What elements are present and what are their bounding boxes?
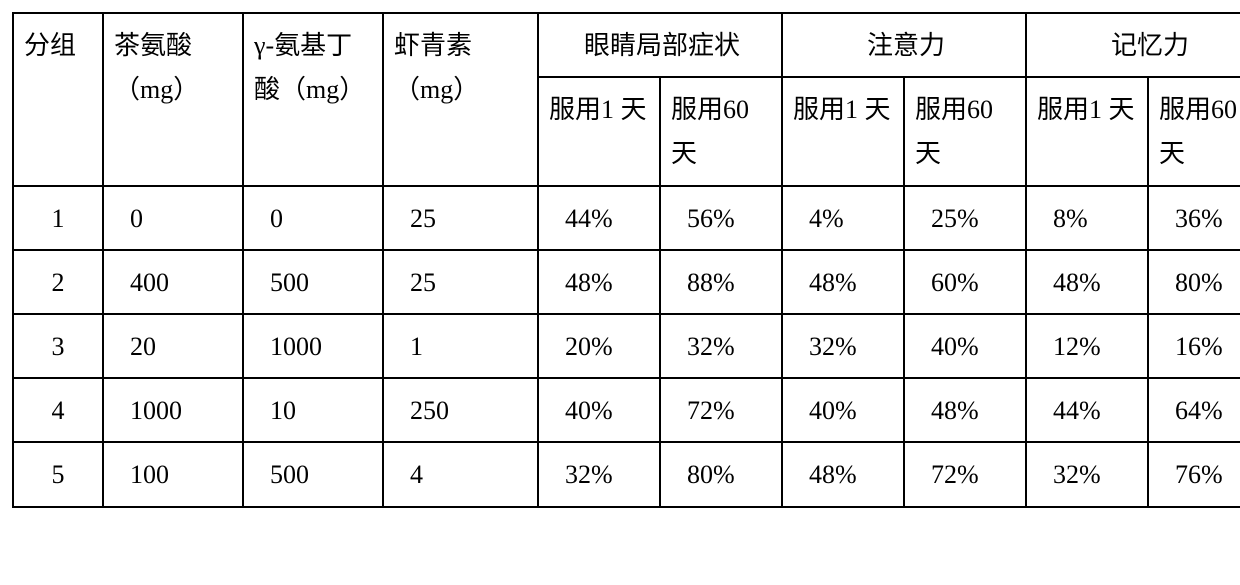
cell-group: 1 [13,186,103,250]
cell-att-day60: 48% [904,378,1026,442]
cell-theanine: 1000 [103,378,243,442]
table-body: 1002544%56%4%25%8%36%24005002548%88%48%6… [13,186,1240,507]
col-eye-symptoms: 眼睛局部症状 [538,13,782,77]
sub-mem-day60: 服用60 天 [1148,77,1240,185]
cell-astaxanthin: 1 [383,314,538,378]
cell-eye-day1: 48% [538,250,660,314]
cell-eye-day60: 72% [660,378,782,442]
cell-eye-day60: 56% [660,186,782,250]
col-gaba: γ-氨基丁酸（mg） [243,13,383,186]
cell-eye-day1: 20% [538,314,660,378]
cell-astaxanthin: 250 [383,378,538,442]
data-table: 分组 茶氨酸（mg） γ-氨基丁酸（mg） 虾青素（mg） 眼睛局部症状 注意力… [12,12,1240,508]
cell-att-day60: 25% [904,186,1026,250]
cell-theanine: 20 [103,314,243,378]
table-row: 24005002548%88%48%60%48%80% [13,250,1240,314]
cell-theanine: 400 [103,250,243,314]
cell-att-day60: 60% [904,250,1026,314]
col-astaxanthin: 虾青素（mg） [383,13,538,186]
col-attention: 注意力 [782,13,1026,77]
cell-group: 5 [13,442,103,506]
cell-mem-day1: 32% [1026,442,1148,506]
cell-mem-day60: 36% [1148,186,1240,250]
cell-att-day1: 48% [782,442,904,506]
cell-att-day1: 40% [782,378,904,442]
cell-mem-day60: 16% [1148,314,1240,378]
cell-att-day60: 72% [904,442,1026,506]
cell-eye-day60: 80% [660,442,782,506]
cell-eye-day60: 32% [660,314,782,378]
sub-eye-day1: 服用1 天 [538,77,660,185]
col-group: 分组 [13,13,103,186]
cell-group: 4 [13,378,103,442]
sub-mem-day1: 服用1 天 [1026,77,1148,185]
cell-mem-day60: 76% [1148,442,1240,506]
cell-gaba: 500 [243,250,383,314]
cell-att-day1: 4% [782,186,904,250]
cell-att-day1: 32% [782,314,904,378]
table-row: 410001025040%72%40%48%44%64% [13,378,1240,442]
cell-mem-day1: 8% [1026,186,1148,250]
cell-gaba: 10 [243,378,383,442]
sub-att-day60: 服用60 天 [904,77,1026,185]
cell-group: 3 [13,314,103,378]
cell-mem-day1: 44% [1026,378,1148,442]
cell-theanine: 100 [103,442,243,506]
cell-gaba: 500 [243,442,383,506]
cell-mem-day1: 12% [1026,314,1148,378]
col-theanine: 茶氨酸（mg） [103,13,243,186]
cell-astaxanthin: 25 [383,250,538,314]
cell-mem-day60: 64% [1148,378,1240,442]
table-header: 分组 茶氨酸（mg） γ-氨基丁酸（mg） 虾青素（mg） 眼睛局部症状 注意力… [13,13,1240,186]
cell-gaba: 1000 [243,314,383,378]
table-row: 1002544%56%4%25%8%36% [13,186,1240,250]
cell-theanine: 0 [103,186,243,250]
table-row: 3201000120%32%32%40%12%16% [13,314,1240,378]
cell-eye-day60: 88% [660,250,782,314]
sub-eye-day60: 服用60 天 [660,77,782,185]
cell-group: 2 [13,250,103,314]
col-memory: 记忆力 [1026,13,1240,77]
cell-astaxanthin: 4 [383,442,538,506]
cell-gaba: 0 [243,186,383,250]
cell-eye-day1: 40% [538,378,660,442]
cell-mem-day1: 48% [1026,250,1148,314]
table-row: 5100500432%80%48%72%32%76% [13,442,1240,506]
sub-att-day1: 服用1 天 [782,77,904,185]
cell-att-day60: 40% [904,314,1026,378]
cell-astaxanthin: 25 [383,186,538,250]
cell-mem-day60: 80% [1148,250,1240,314]
cell-eye-day1: 32% [538,442,660,506]
cell-eye-day1: 44% [538,186,660,250]
cell-att-day1: 48% [782,250,904,314]
